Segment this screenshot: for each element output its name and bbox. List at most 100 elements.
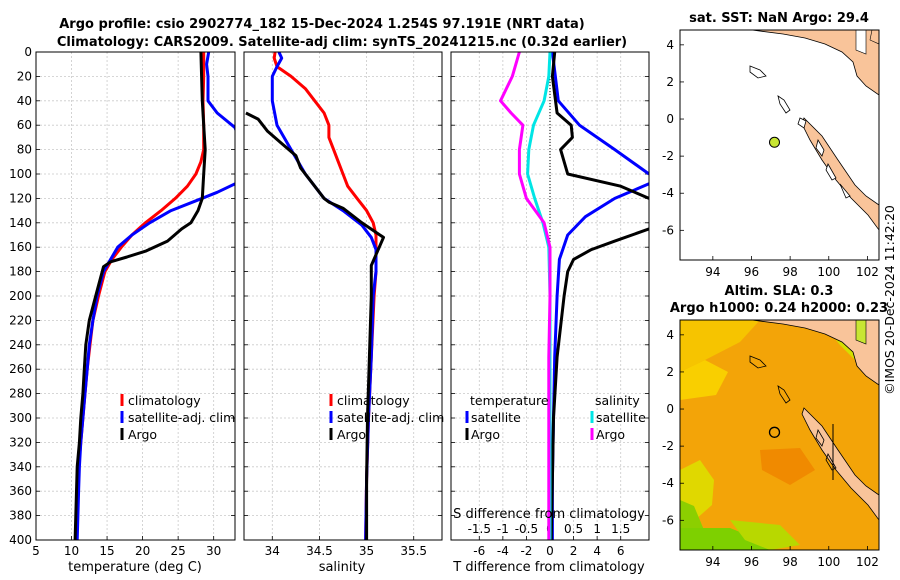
nias-island [777, 385, 791, 404]
legend-label-satellite: satellite-adj. clim [337, 410, 444, 425]
map-y-tick-label: -2 [662, 149, 674, 163]
map-x-tick-label: 96 [744, 265, 759, 279]
sla-map-frame [679, 319, 880, 551]
series-line-salinity-argo [499, 52, 552, 540]
s-tick-label: 0.5 [564, 522, 583, 536]
map-y-tick-label: 0 [666, 402, 674, 416]
series-line-argo [245, 111, 385, 540]
imos-watermark: ©IMOS 20-Dec-2024 11:42:20 [882, 205, 897, 395]
plot-frame [450, 51, 650, 541]
temperature-panel: 0 20 40 60 80 100 120 140 160 180 200 220 240 260 280 3… [9, 45, 236, 558]
map-y-tick-label: -2 [662, 439, 674, 453]
legend-label-sal-satellite: satellite [596, 410, 646, 425]
sst-map: 94 96 98 100 102 -6 -4 -2 0 2 4 [662, 29, 880, 279]
sla-field-base [680, 320, 879, 550]
x-tick-label: -6 [473, 544, 485, 558]
y-tick-label: 380 [9, 509, 32, 523]
argo-location-marker [768, 136, 780, 148]
pagai-islands [825, 163, 837, 181]
legend-label-argo: Argo [128, 427, 157, 442]
malacca-strait [855, 30, 867, 55]
y-tick-label: 140 [9, 216, 32, 230]
sla-map: 94 96 98 100 102 -6 -4 -2 0 2 4 [662, 319, 880, 569]
y-tick-label: 220 [9, 313, 32, 327]
argo-location-marker [768, 426, 781, 438]
y-tick-label: 60 [17, 118, 32, 132]
map-y-tick-label: -4 [662, 186, 674, 200]
plot-frame [243, 51, 443, 541]
x-tick-label: -2 [520, 544, 532, 558]
y-tick-label: 280 [9, 387, 32, 401]
x-tick-label: 4 [593, 544, 601, 558]
map-x-tick-label: 98 [782, 265, 797, 279]
sla-map-ticks: 94 96 98 100 102 -6 -4 -2 0 2 4 [662, 328, 879, 569]
sst-map-background [680, 30, 879, 260]
y-tick-label: 160 [9, 240, 32, 254]
sst-map-title: sat. SST: NaN Argo: 29.4 [689, 11, 869, 26]
series-line-satellite-adj-clim-lower- [75, 182, 235, 540]
salinity-panel: 34 34.5 35 35.5 [243, 51, 443, 558]
simeulue-island [749, 355, 767, 369]
series-group [499, 52, 649, 540]
x-tick-label: 6 [617, 544, 625, 558]
legend-label-sal-argo: Argo [596, 427, 625, 442]
series-line-temperature-argo-lower- [549, 227, 649, 540]
legend-title-salinity: salinity [595, 393, 640, 408]
series-line-satellite-adj-clim [205, 52, 235, 132]
map-y-tick-label: 2 [666, 75, 674, 89]
y-tick-label: 0 [24, 45, 32, 59]
s-tick-label: 1.5 [611, 522, 630, 536]
y-tick-label: 200 [9, 289, 32, 303]
map-x-tick-label: 102 [856, 555, 879, 569]
y-tick-label: 20 [17, 69, 32, 83]
series-line-argo [73, 52, 207, 540]
x-tick-label: 35 [359, 544, 374, 558]
series-line-temperature-satellite [550, 52, 649, 176]
y-tick-label: 40 [17, 94, 32, 108]
series-group [245, 52, 385, 540]
sla-field-green-s [680, 528, 770, 550]
legend-label-temp-satellite: satellite [471, 410, 521, 425]
x-tick-label: 30 [206, 544, 221, 558]
y-tick-label: 100 [9, 167, 32, 181]
y-tick-label: 340 [9, 460, 32, 474]
x-tick-label: 5 [32, 544, 40, 558]
legend-label-climatology: climatology [128, 393, 201, 408]
figure-title-line2: Climatology: CARS2009. Satellite-adj cli… [57, 35, 627, 50]
map-y-tick-label: 4 [666, 328, 674, 342]
sla-map-title-line1: Altim. SLA: 0.3 [725, 284, 834, 299]
s-difference-xlabel: S difference from climatology [453, 507, 645, 522]
t-difference-xlabel: T difference from climatology [452, 560, 645, 575]
series-group [73, 52, 235, 540]
map-x-tick-label: 98 [782, 555, 797, 569]
sumatra-land-north [751, 30, 879, 96]
difference-panel: -6 -4 -2 0 2 4 6-1.5 -1 -0.5 0 0.5 1 1.5 [450, 51, 650, 558]
x-tick-label: 10 [64, 544, 79, 558]
temperature-xlabel: temperature (deg C) [68, 560, 202, 575]
y-tick-label: 80 [17, 143, 32, 157]
salinity-legend: climatology satellite-adj. clim Argo [329, 393, 444, 442]
x-tick-label: 2 [570, 544, 578, 558]
y-tick-label: 120 [9, 191, 32, 205]
map-y-tick-label: -4 [662, 476, 674, 490]
malay-land [869, 30, 879, 45]
simeulue-island [749, 65, 767, 79]
batu-islands [797, 117, 807, 129]
x-tick-label: 35.5 [400, 544, 427, 558]
y-tick-label: 320 [9, 435, 32, 449]
salinity-xlabel: salinity [319, 560, 366, 575]
sla-field-lime-s [730, 520, 800, 550]
sla-field-yellow-nw [680, 320, 760, 372]
y-tick-label: 300 [9, 411, 32, 425]
malacca-strait [855, 320, 867, 345]
s-tick-label: -0.5 [515, 522, 538, 536]
sla-map-title-line2: Argo h1000: 0.24 h2000: 0.23 [670, 301, 888, 316]
x-tick-label: 20 [135, 544, 150, 558]
plot-frame [35, 51, 236, 541]
x-tick-label: 25 [171, 544, 186, 558]
y-tick-label: 260 [9, 362, 32, 376]
x-tick-label: 34.5 [306, 544, 333, 558]
map-x-tick-label: 102 [856, 265, 879, 279]
x-tick-label: 0 [546, 544, 554, 558]
